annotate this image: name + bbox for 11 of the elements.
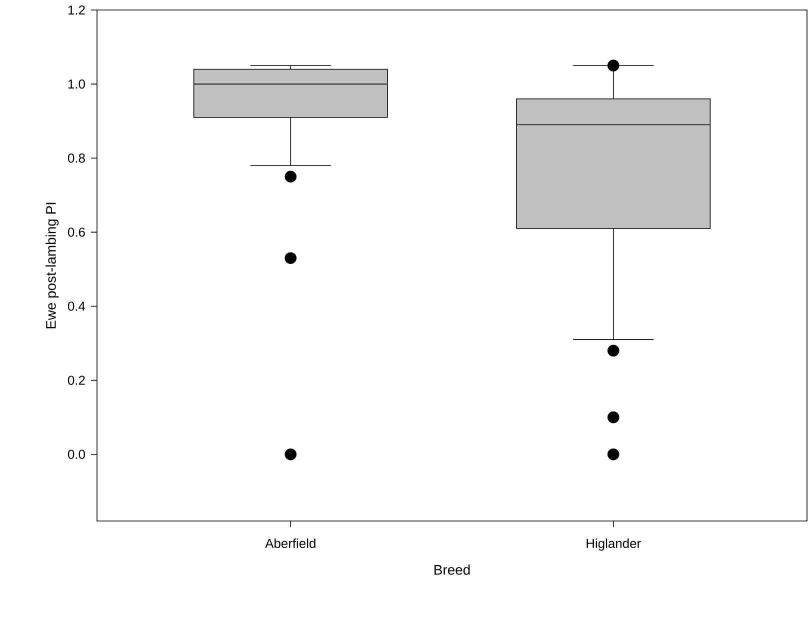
- x-tick-label: Higlander: [586, 538, 641, 551]
- y-tick-label: 0.6: [68, 228, 85, 237]
- y-tick-label: 0.8: [68, 154, 85, 163]
- x-tick-label: Aberfield: [265, 538, 316, 548]
- y-axis-title: Ewe post-lambing PI: [46, 202, 59, 328]
- y-tick-label: 0.2: [68, 376, 85, 385]
- y-tick-label: 0.4: [68, 302, 86, 311]
- x-axis-title: Breed: [434, 564, 470, 575]
- y-tick-label: 0.0: [68, 450, 85, 459]
- y-tick-label: 1.2: [68, 5, 85, 15]
- y-tick-label: 1.0: [68, 79, 85, 89]
